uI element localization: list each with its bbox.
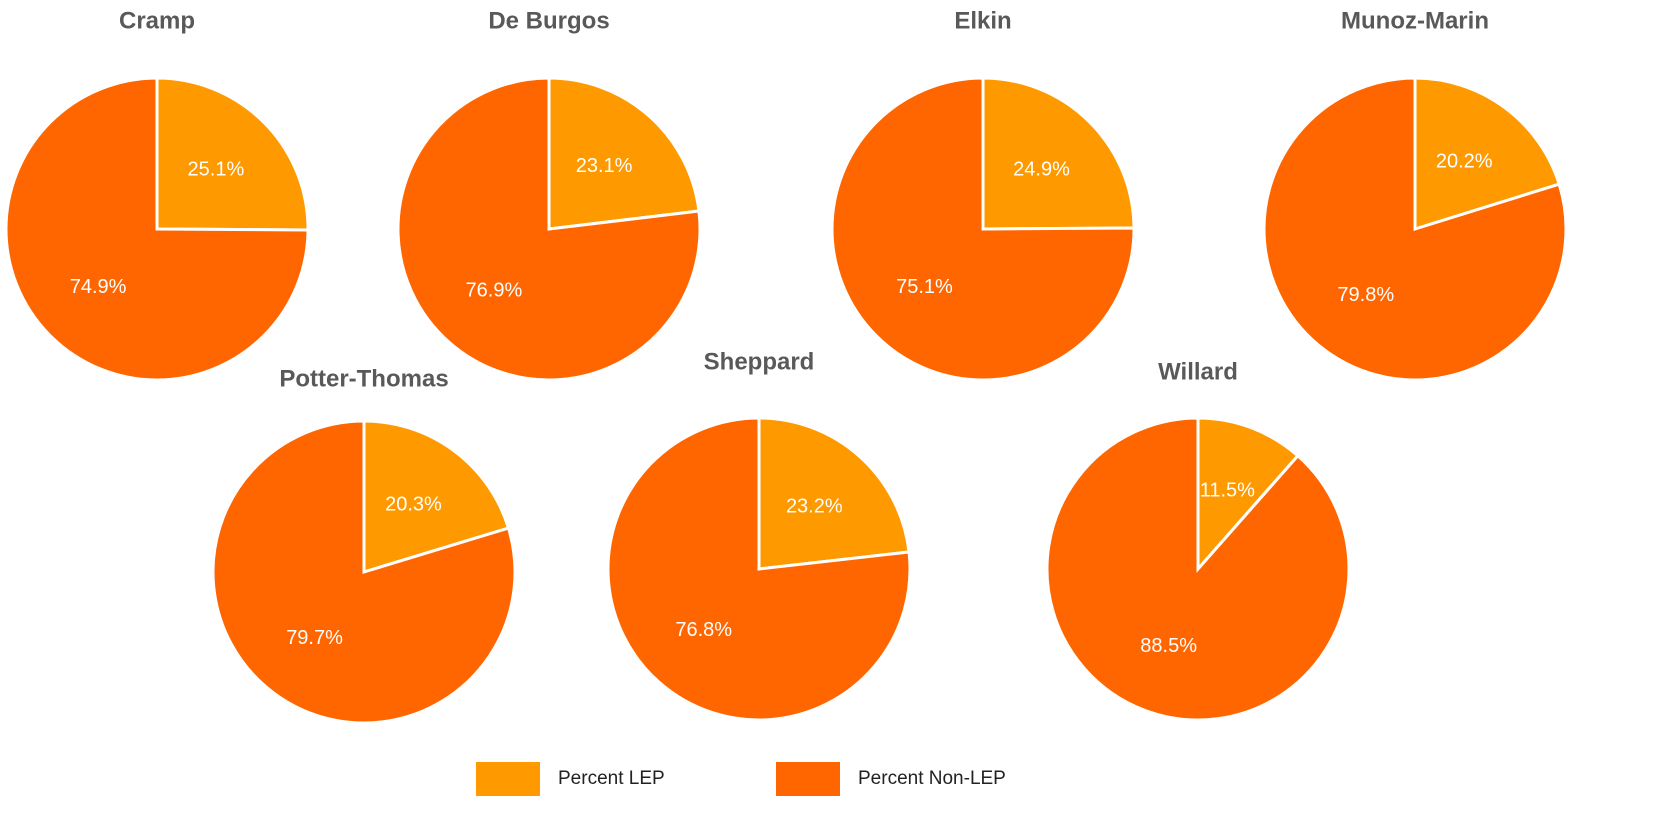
value-label: 88.5% (1140, 635, 1197, 657)
value-label: 76.8% (675, 619, 732, 641)
pie-slice (211, 419, 517, 725)
value-label: 20.2% (1436, 150, 1493, 172)
value-label: 24.9% (1013, 158, 1070, 180)
chart-title: Willard (1158, 358, 1238, 385)
pie-slice (606, 416, 912, 722)
value-label: 25.1% (188, 159, 245, 181)
value-label: 75.1% (896, 276, 953, 298)
value-label: 79.8% (1337, 284, 1394, 306)
chart-title: Potter-Thomas (279, 365, 448, 392)
pie-slice (1196, 416, 1300, 573)
pie-slice (547, 76, 701, 231)
pie-slice (1413, 76, 1562, 232)
pie-slice (396, 76, 702, 382)
pie-slice (981, 76, 1136, 231)
value-label: 79.7% (286, 627, 343, 649)
value-label: 74.9% (70, 276, 127, 298)
legend-label: Percent LEP (558, 768, 665, 789)
value-label: 20.3% (385, 494, 442, 516)
pie-slice (830, 76, 1136, 382)
pie-slice (155, 76, 310, 232)
chart-title: De Burgos (488, 7, 609, 34)
chart-title: Elkin (954, 7, 1011, 34)
pie-slice (1262, 76, 1568, 382)
value-label: 23.2% (786, 495, 843, 517)
legend-swatch (776, 762, 840, 796)
pie-slice (757, 416, 911, 571)
value-label: 76.9% (466, 279, 523, 301)
pie-slice (362, 419, 511, 575)
pie-slice (1045, 416, 1351, 722)
legend-label: Percent Non-LEP (858, 768, 1006, 789)
chart-title: Sheppard (704, 348, 815, 375)
legend-swatch (476, 762, 540, 796)
chart-title: Munoz-Marin (1341, 7, 1489, 34)
value-label: 23.1% (576, 155, 633, 177)
value-label: 11.5% (1200, 480, 1255, 502)
pie-slice (4, 76, 310, 382)
chart-title: Cramp (119, 7, 195, 34)
